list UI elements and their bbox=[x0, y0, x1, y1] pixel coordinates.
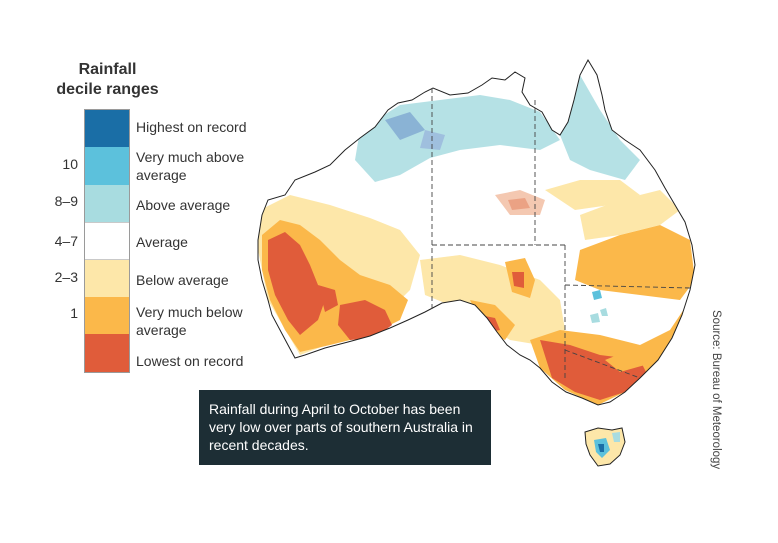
legend-title-line1: Rainfall bbox=[78, 61, 137, 78]
decile-4-7: 4–7 bbox=[54, 233, 78, 249]
border-nsw-vic bbox=[564, 349, 641, 379]
border-qld-nsw bbox=[564, 284, 691, 289]
label-average: Average bbox=[136, 234, 188, 250]
swatch-highest-on-record bbox=[85, 110, 129, 148]
tasmania bbox=[584, 427, 626, 467]
label-lowest-on-record: Lowest on record bbox=[136, 353, 244, 369]
mainland-rainfall bbox=[258, 60, 695, 405]
label-below-average: Below average bbox=[136, 272, 229, 288]
legend-color-scale bbox=[84, 109, 130, 373]
decile-10: 10 bbox=[62, 156, 78, 172]
decile-8-9: 8–9 bbox=[54, 193, 78, 209]
swatch-below-average bbox=[85, 259, 129, 297]
swatch-lowest-on-record bbox=[85, 334, 129, 372]
label-very-much-above-average: Very much above average bbox=[136, 149, 245, 183]
label-highest-on-record: Highest on record bbox=[136, 119, 247, 135]
swatch-average bbox=[85, 222, 129, 260]
swatch-very-much-below-average bbox=[85, 296, 129, 335]
caption-box: Rainfall during April to October has bee… bbox=[199, 390, 491, 465]
decile-2-3: 2–3 bbox=[54, 269, 78, 285]
swatch-above-average bbox=[85, 184, 129, 223]
state-borders bbox=[431, 88, 691, 380]
label-above-average: Above average bbox=[136, 197, 231, 213]
source-credit: Source: Bureau of Meteorology bbox=[710, 310, 722, 470]
legend-title: Rainfall decile ranges bbox=[40, 60, 175, 100]
label-very-much-below-average: Very much below average bbox=[136, 304, 243, 338]
decile-1: 1 bbox=[70, 305, 78, 321]
swatch-very-much-above-average bbox=[85, 147, 129, 185]
legend-title-line2: decile ranges bbox=[56, 81, 159, 98]
